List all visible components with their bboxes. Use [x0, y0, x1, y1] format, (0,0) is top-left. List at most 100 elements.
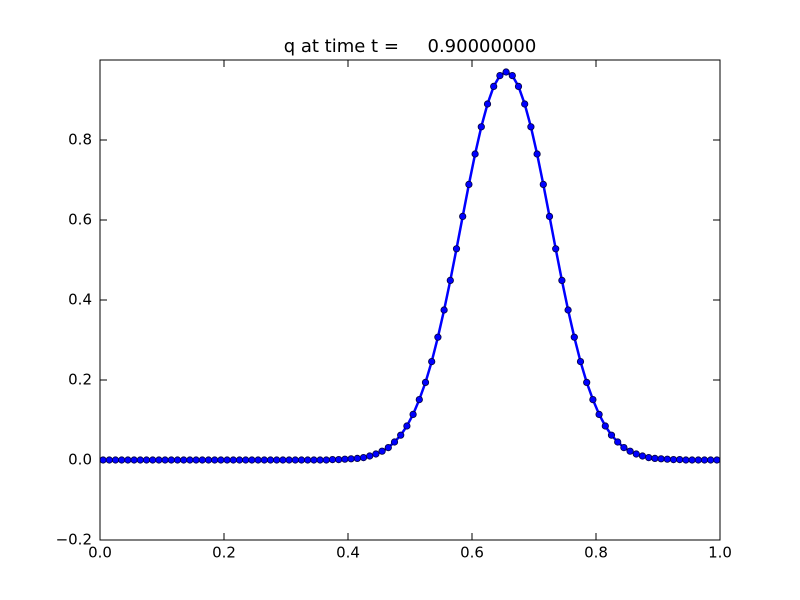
- data-point: [707, 456, 715, 464]
- data-point: [589, 395, 597, 404]
- data-point: [130, 456, 138, 464]
- data-point: [173, 456, 182, 464]
- y-tick-label: 0.8: [68, 131, 92, 149]
- data-point: [614, 438, 622, 446]
- data-point: [297, 456, 306, 464]
- data-point: [676, 455, 684, 464]
- data-point: [99, 456, 107, 464]
- data-point: [483, 100, 492, 108]
- data-point: [539, 180, 547, 188]
- x-tick-label: 0.8: [584, 544, 608, 562]
- data-point: [446, 276, 454, 284]
- data-point: [229, 456, 237, 464]
- data-point: [384, 443, 392, 452]
- y-tick-label: 0.6: [68, 211, 92, 229]
- data-point: [266, 456, 275, 464]
- data-point: [440, 306, 448, 314]
- data-point: [316, 456, 324, 464]
- data-point: [254, 456, 262, 464]
- data-point: [161, 456, 169, 464]
- data-point: [335, 455, 343, 464]
- data-point: [397, 431, 405, 439]
- y-tick-label: 0.2: [68, 371, 92, 389]
- x-tick-label: 0.6: [460, 544, 484, 562]
- data-point: [490, 82, 498, 91]
- data-point: [564, 306, 572, 314]
- data-point: [260, 456, 268, 464]
- data-point: [558, 276, 566, 284]
- data-point: [595, 410, 603, 418]
- data-point: [570, 333, 578, 341]
- data-point: [669, 455, 678, 464]
- data-point: [620, 443, 628, 452]
- x-tick-label: 0.2: [212, 544, 236, 562]
- data-point: [217, 456, 225, 464]
- data-point: [508, 72, 516, 80]
- data-point: [347, 455, 355, 463]
- data-point: [583, 378, 591, 386]
- data-point: [328, 455, 337, 464]
- data-point: [459, 212, 467, 220]
- data-point: [576, 357, 585, 366]
- data-point: [310, 456, 318, 464]
- data-point: [285, 456, 293, 464]
- data-point: [366, 452, 374, 460]
- data-point: [533, 150, 541, 158]
- data-point: [638, 452, 647, 460]
- plot-frame: [99, 59, 721, 541]
- data-point: [186, 456, 194, 464]
- data-point: [223, 456, 231, 464]
- x-tick-label: 1.0: [708, 544, 732, 562]
- data-point: [713, 456, 721, 464]
- data-point: [521, 100, 529, 108]
- data-point: [279, 456, 287, 464]
- data-point: [651, 454, 659, 462]
- data-point: [626, 447, 634, 455]
- y-tick-label: 0.4: [68, 291, 92, 309]
- data-point: [273, 456, 281, 464]
- data-point: [663, 455, 671, 463]
- data-point: [155, 456, 163, 464]
- data-point: [477, 123, 485, 131]
- data-point: [192, 456, 200, 464]
- data-point: [545, 212, 554, 220]
- data-point: [390, 438, 399, 446]
- data-point: [682, 456, 690, 464]
- data-point: [167, 456, 175, 464]
- data-point: [645, 453, 653, 462]
- data-point: [428, 357, 436, 366]
- data-point: [136, 456, 144, 464]
- data-point: [552, 245, 560, 253]
- data-point: [353, 454, 361, 462]
- data-point: [304, 456, 312, 464]
- data-point: [632, 450, 640, 458]
- data-point: [291, 456, 299, 464]
- data-point: [378, 447, 386, 455]
- data-point: [211, 456, 219, 464]
- chart-title: q at time t = 0.90000000: [284, 36, 537, 57]
- data-point: [421, 378, 430, 386]
- data-point: [465, 180, 473, 188]
- data-point: [502, 68, 510, 76]
- data-point: [180, 456, 188, 464]
- data-point: [415, 395, 423, 404]
- x-tick-label: 0.4: [336, 544, 360, 562]
- data-point: [198, 456, 206, 464]
- data-point: [607, 431, 616, 439]
- data-point: [142, 456, 151, 464]
- y-tick-label: −0.2: [56, 531, 92, 549]
- data-point: [496, 72, 504, 80]
- data-point: [434, 333, 442, 341]
- data-point: [527, 123, 535, 131]
- data-point: [322, 456, 330, 464]
- data-point: [688, 456, 696, 464]
- data-point: [111, 456, 120, 464]
- data-point: [124, 456, 132, 464]
- data-point: [372, 450, 380, 458]
- data-point: [657, 455, 665, 463]
- data-point: [105, 456, 113, 464]
- data-point: [403, 422, 411, 430]
- data-point: [341, 455, 349, 463]
